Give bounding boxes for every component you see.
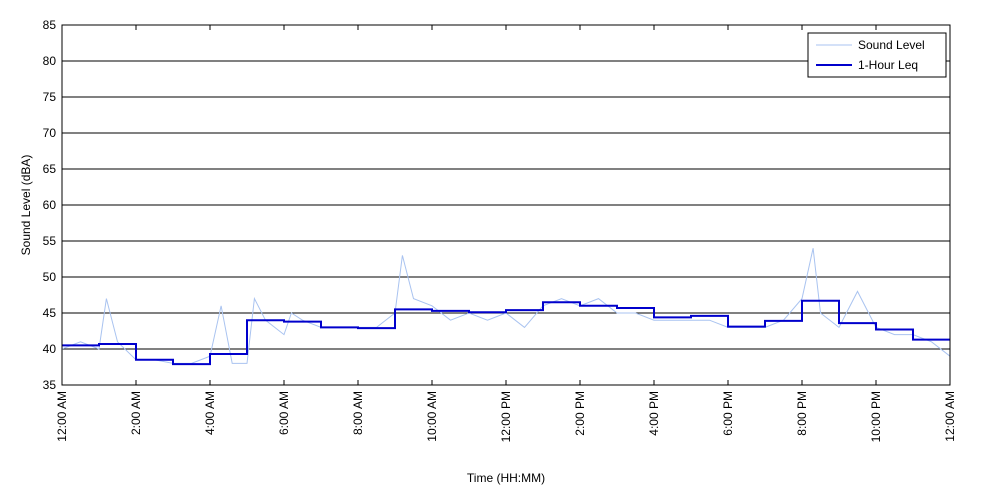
x-tick-label: 12:00 AM — [55, 391, 69, 442]
y-axis-label: Sound Level (dBA) — [19, 155, 33, 256]
y-tick-label: 35 — [43, 378, 57, 392]
y-tick-label: 45 — [43, 306, 57, 320]
y-tick-label: 60 — [43, 198, 57, 212]
y-tick-label: 80 — [43, 54, 57, 68]
y-tick-label: 55 — [43, 234, 57, 248]
x-tick-label: 8:00 PM — [795, 391, 809, 436]
x-tick-label: 8:00 AM — [351, 391, 365, 435]
legend-label-1-hour-leq: 1-Hour Leq — [858, 58, 918, 72]
legend-box — [807, 32, 947, 78]
x-tick-label: 10:00 PM — [869, 391, 883, 442]
y-tick-label: 65 — [43, 162, 57, 176]
series-line-1-hour-leq — [62, 299, 950, 366]
legend: Sound Level 1-Hour Leq — [807, 32, 947, 78]
y-tick-label: 85 — [43, 18, 57, 32]
x-axis-ticks: 12:00 AM 2:00 AM 4:00 AM 6:00 AM 8:00 AM 10:0… — [55, 25, 957, 442]
y-tick-label: 40 — [43, 342, 57, 356]
x-axis-label: Time (HH:MM) — [467, 471, 545, 485]
x-tick-label: 12:00 PM — [499, 391, 513, 442]
x-tick-label: 4:00 AM — [203, 391, 217, 435]
x-tick-label: 6:00 AM — [277, 391, 291, 435]
x-tick-label: 6:00 PM — [721, 391, 735, 436]
y-tick-label: 50 — [43, 270, 57, 284]
y-tick-label: 70 — [43, 126, 57, 140]
x-tick-label: 10:00 AM — [425, 391, 439, 442]
x-tick-label: 2:00 PM — [573, 391, 587, 436]
y-tick-label: 75 — [43, 90, 57, 104]
y-axis-ticks: 35 40 45 50 55 60 65 70 75 80 85 — [43, 18, 57, 392]
x-tick-label: 12:00 AM — [943, 391, 957, 442]
legend-label-sound-level: Sound Level — [858, 38, 925, 52]
x-tick-label: 4:00 PM — [647, 391, 661, 436]
x-tick-label: 2:00 AM — [129, 391, 143, 435]
series-layer — [61, 248, 951, 366]
